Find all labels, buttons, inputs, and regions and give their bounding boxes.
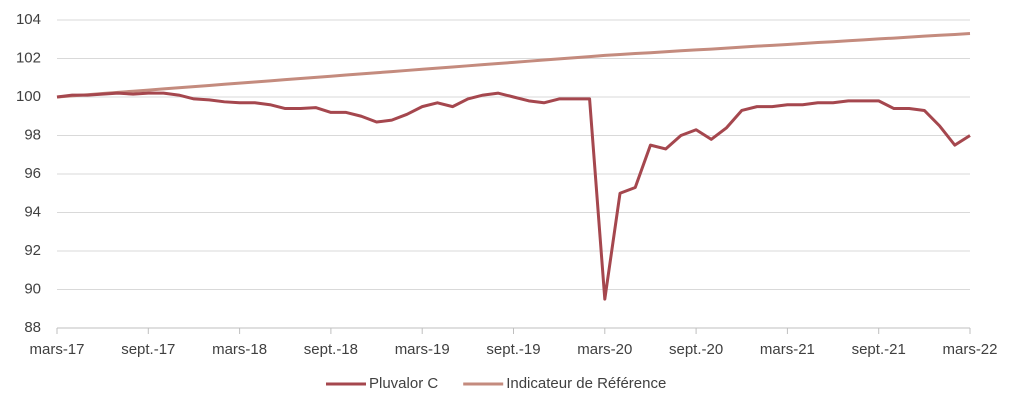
series-line [56, 91, 971, 301]
series-line [56, 31, 971, 99]
x-tick-label: mars-17 [29, 341, 84, 358]
x-tick-label: sept.-20 [669, 341, 723, 358]
y-tick-label: 92 [24, 242, 41, 259]
x-tick-label: sept.-21 [852, 341, 906, 358]
x-tick-label: mars-22 [942, 341, 997, 358]
y-tick-label: 98 [24, 126, 41, 143]
y-tick-label: 90 [24, 280, 41, 297]
x-tick-label: mars-20 [577, 341, 632, 358]
y-tick-label: 100 [16, 88, 41, 105]
y-tick-label: 96 [24, 165, 41, 182]
legend-label: Pluvalor C [369, 375, 438, 392]
y-tick-label: 104 [16, 11, 41, 28]
x-tick-label: sept.-18 [304, 341, 358, 358]
x-tick-label: sept.-17 [121, 341, 175, 358]
y-tick-label: 94 [24, 203, 41, 220]
x-tick-label: mars-21 [760, 341, 815, 358]
x-tick-label: mars-19 [395, 341, 450, 358]
y-tick-label: 88 [24, 319, 41, 336]
x-tick-label: mars-18 [212, 341, 267, 358]
x-tick-label: sept.-19 [486, 341, 540, 358]
legend-label: Indicateur de Référence [506, 375, 666, 392]
y-tick-label: 102 [16, 49, 41, 66]
